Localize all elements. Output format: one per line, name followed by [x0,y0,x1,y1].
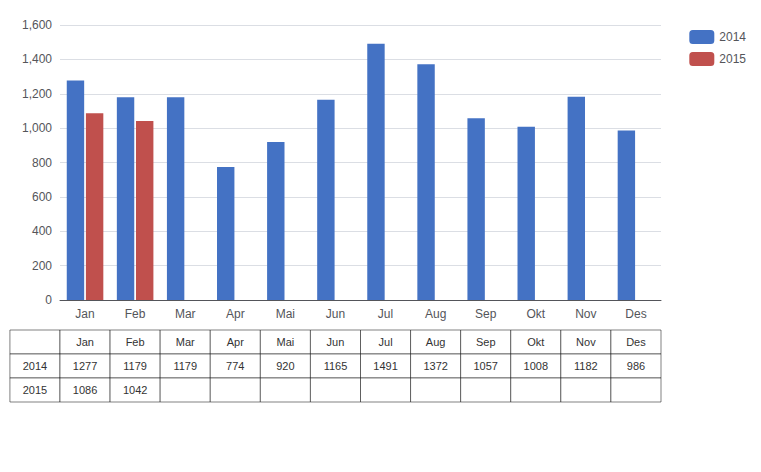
svg-text:Mai: Mai [276,307,295,321]
svg-text:2015: 2015 [719,52,746,66]
svg-text:1057: 1057 [473,360,497,372]
svg-text:1277: 1277 [73,360,97,372]
svg-text:1,400: 1,400 [22,52,52,66]
svg-text:1372: 1372 [423,360,447,372]
svg-text:2015: 2015 [23,384,47,396]
svg-text:1491: 1491 [373,360,397,372]
svg-text:1179: 1179 [123,360,147,372]
svg-text:Des: Des [625,307,646,321]
svg-text:Nov: Nov [576,336,596,348]
svg-text:Apr: Apr [226,307,245,321]
svg-text:1008: 1008 [524,360,548,372]
svg-text:Jun: Jun [327,336,345,348]
svg-text:Aug: Aug [426,336,446,348]
svg-text:Jan: Jan [75,307,94,321]
svg-text:800: 800 [32,156,52,170]
svg-text:1182: 1182 [574,360,598,372]
svg-text:986: 986 [627,360,645,372]
svg-text:2014: 2014 [719,30,746,44]
svg-text:Okt: Okt [526,307,545,321]
svg-text:1042: 1042 [123,384,147,396]
svg-text:Aug: Aug [425,307,446,321]
svg-text:Sep: Sep [475,307,497,321]
svg-text:Jul: Jul [379,336,393,348]
svg-text:Okt: Okt [527,336,544,348]
svg-text:Apr: Apr [227,336,244,348]
svg-text:774: 774 [226,360,244,372]
svg-text:Sep: Sep [476,336,496,348]
svg-text:0: 0 [45,293,52,307]
svg-text:Jul: Jul [378,307,393,321]
svg-text:400: 400 [32,224,52,238]
svg-text:1179: 1179 [173,360,197,372]
svg-text:Des: Des [626,336,646,348]
svg-text:1165: 1165 [324,360,348,372]
svg-text:Feb: Feb [126,336,145,348]
svg-text:2014: 2014 [23,360,47,372]
svg-text:Mar: Mar [176,336,195,348]
svg-text:1,000: 1,000 [22,121,52,135]
svg-text:Nov: Nov [575,307,596,321]
svg-text:Jun: Jun [326,307,345,321]
svg-text:1,600: 1,600 [22,18,52,32]
svg-text:Jan: Jan [76,336,94,348]
svg-text:Mar: Mar [175,307,196,321]
svg-text:Mai: Mai [277,336,295,348]
svg-text:Feb: Feb [125,307,146,321]
svg-text:1,200: 1,200 [22,87,52,101]
svg-text:1086: 1086 [73,384,97,396]
svg-text:920: 920 [276,360,294,372]
svg-text:200: 200 [32,259,52,273]
svg-text:600: 600 [32,190,52,204]
